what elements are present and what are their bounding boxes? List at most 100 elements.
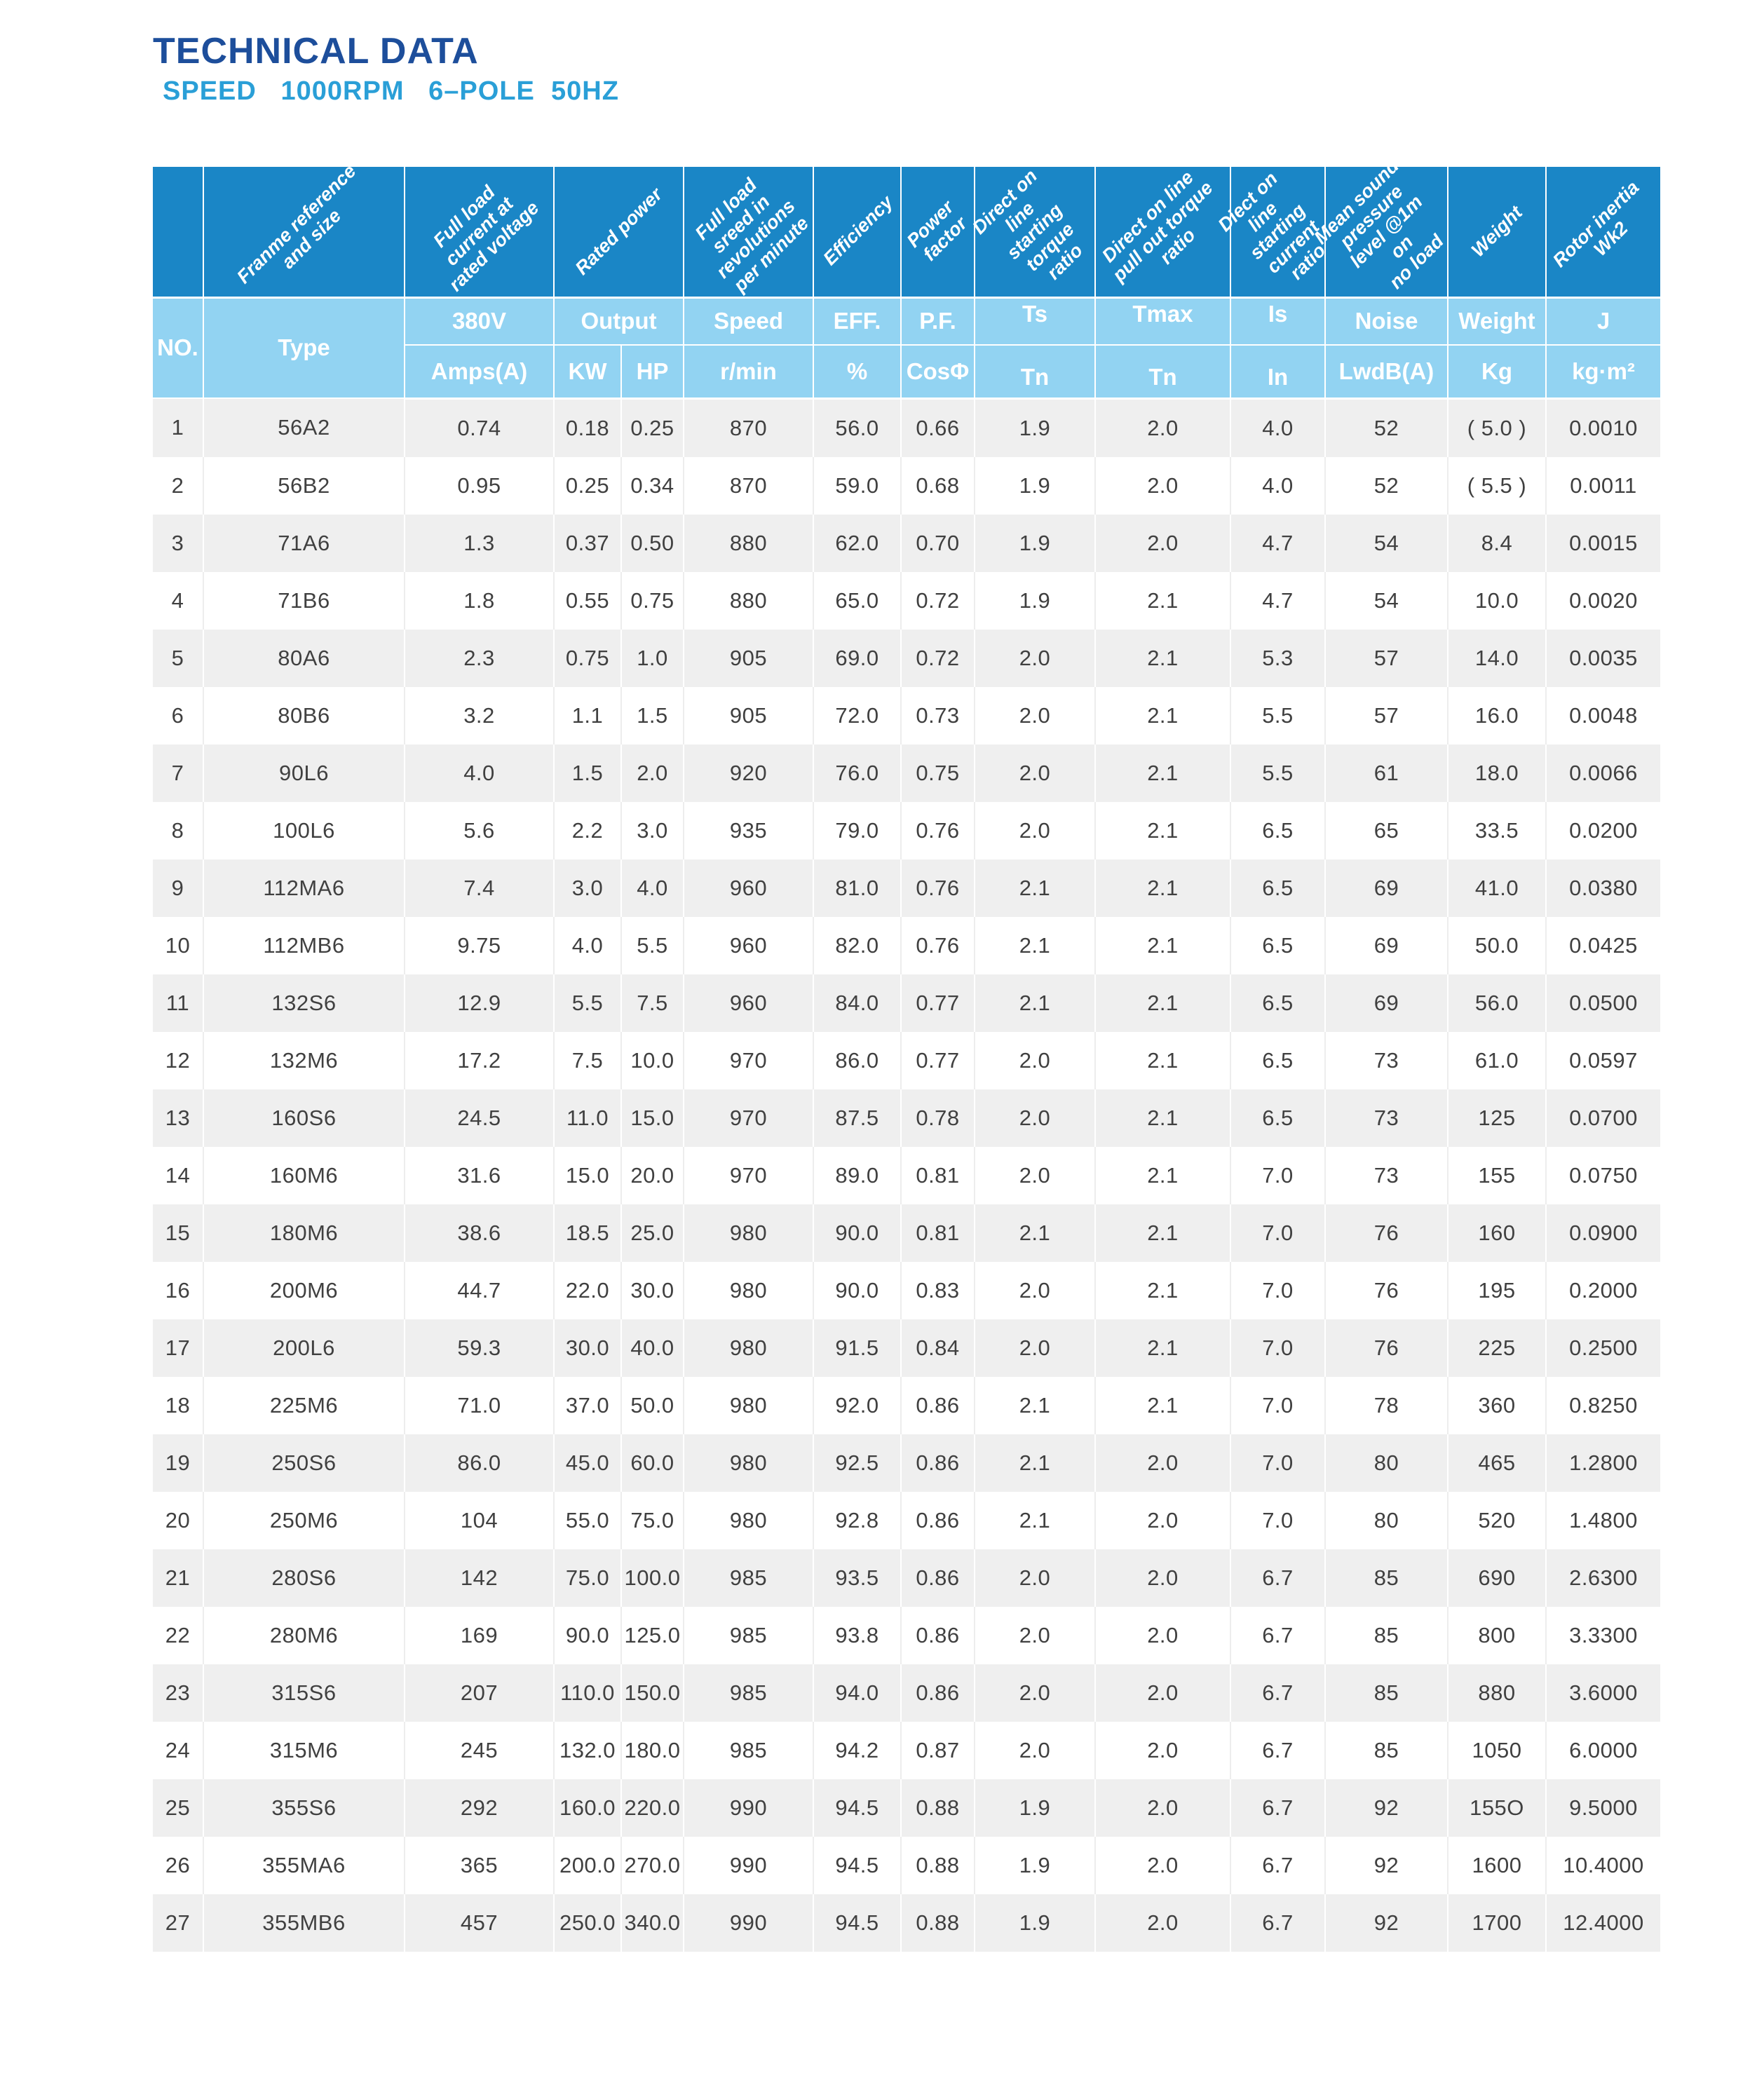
table-cell: 90.0: [813, 1261, 901, 1319]
rotated-column-header: Rotor inertia Wk2: [1545, 166, 1660, 299]
table-cell: 52: [1324, 398, 1448, 457]
table-cell: 20: [153, 1491, 203, 1549]
table-cell: 10: [153, 916, 203, 974]
table-cell: 17.2: [404, 1031, 554, 1089]
table-cell: 2.1: [974, 1434, 1095, 1492]
table-cell: 0.0200: [1545, 801, 1660, 859]
table-row: 7 90L6 4.0 1.5 2.0 920 76.0 0.75 2.0 2.1 5.5 61 18.0…: [153, 744, 1660, 802]
table-row: 1 56A2 0.74 0.18 0.25 870 56.0 0.66 1.9 2.0 4.0 52(…: [153, 398, 1660, 457]
table-cell: 61: [1324, 744, 1448, 802]
table-cell: 89.0: [813, 1146, 901, 1204]
table-row: 3 71A6 1.3 0.37 0.50 880 62.0 0.70 1.9 2.0 4.7 54 8.…: [153, 514, 1660, 572]
column-subheader: Tn: [1094, 344, 1230, 400]
table-cell: 7.5: [553, 1031, 621, 1089]
table-cell: 2.0: [974, 1031, 1095, 1089]
table-cell: 56.0: [813, 398, 901, 457]
table-cell: 6.5: [1230, 859, 1325, 917]
table-cell: 0.55: [553, 571, 621, 630]
table-cell: 56.0: [1447, 974, 1546, 1032]
table-cell: 1050: [1447, 1721, 1546, 1779]
table-cell: 62.0: [813, 514, 901, 572]
table-cell: 457: [404, 1894, 554, 1952]
table-cell: 0.2000: [1545, 1261, 1660, 1319]
table-cell: 2.1: [1094, 744, 1230, 802]
table-cell: 2.0: [974, 1319, 1095, 1377]
table-cell: 19: [153, 1434, 203, 1492]
table-cell: 315M6: [203, 1721, 405, 1779]
table-cell: 0.37: [553, 514, 621, 572]
table-cell: 85: [1324, 1606, 1448, 1664]
table-cell: 78: [1324, 1376, 1448, 1434]
table-cell: 13: [153, 1089, 203, 1147]
table-cell: 86.0: [404, 1434, 554, 1492]
table-cell: 0.88: [900, 1894, 975, 1952]
table-row: 4 71B6 1.8 0.55 0.75 880 65.0 0.72 1.9 2.1 4.7 54 10…: [153, 571, 1660, 630]
table-cell: 3.2: [404, 686, 554, 745]
table-cell: 44.7: [404, 1261, 554, 1319]
column-subheader: HP: [620, 344, 684, 400]
table-cell: 1.9: [974, 456, 1095, 515]
rotated-column-label: Direct on line starting torque ratio: [968, 165, 1087, 284]
table-cell: 9.5000: [1545, 1779, 1660, 1837]
table-cell: 6.5: [1230, 1089, 1325, 1147]
rotated-header-row: Franme reference and size Full load curre…: [153, 155, 1660, 299]
table-cell: 2.1: [1094, 1261, 1230, 1319]
table-cell: 16.0: [1447, 686, 1546, 745]
table-cell: 0.50: [620, 514, 684, 572]
table-cell: 0.86: [900, 1491, 975, 1549]
table-cell: 2.0: [974, 1549, 1095, 1607]
table-cell: 195: [1447, 1261, 1546, 1319]
table-cell: 54: [1324, 514, 1448, 572]
table-cell: 12.4000: [1545, 1894, 1660, 1952]
table-cell: 56B2: [203, 456, 405, 515]
table-cell: 92.5: [813, 1434, 901, 1492]
table-cell: 870: [683, 398, 813, 457]
table-cell: 2.0: [1094, 1491, 1230, 1549]
datasheet-page: TECHNICAL DATA SPEED 1000RPM 6–POLE 50HZ…: [153, 32, 1667, 1952]
table-cell: 87.5: [813, 1089, 901, 1147]
column-header: Tmax: [1094, 297, 1230, 346]
table-cell: 225: [1447, 1319, 1546, 1377]
table-cell: 12.9: [404, 974, 554, 1032]
table-row: 14 160M6 31.6 15.0 20.0 970 89.0 0.81 2.0 2.1 7.0 7…: [153, 1146, 1660, 1204]
table-row: 22 280M6 169 90.0 125.0 985 93.8 0.86 2.0 2.0 6.7 8…: [153, 1606, 1660, 1664]
table-cell: 6.7: [1230, 1606, 1325, 1664]
table-cell: 985: [683, 1549, 813, 1607]
table-cell: 8: [153, 801, 203, 859]
table-cell: 340.0: [620, 1894, 684, 1952]
table-cell: 7.0: [1230, 1319, 1325, 1377]
table-cell: 10.0: [620, 1031, 684, 1089]
table-cell: 100L6: [203, 801, 405, 859]
table-cell: 94.5: [813, 1836, 901, 1894]
table-cell: 92: [1324, 1836, 1448, 1894]
table-row: 6 80B6 3.2 1.1 1.5 905 72.0 0.73 2.0 2.1 5.5 57 16.0…: [153, 686, 1660, 745]
table-cell: 91.5: [813, 1319, 901, 1377]
table-row: 15 180M6 38.6 18.5 25.0 980 90.0 0.81 2.1 2.1 7.0 7…: [153, 1204, 1660, 1262]
table-cell: 160: [1447, 1204, 1546, 1262]
table-cell: 2.3: [404, 629, 554, 687]
column-header: Output: [553, 297, 684, 346]
table-cell: 0.0066: [1545, 744, 1660, 802]
table-cell: 0.8250: [1545, 1376, 1660, 1434]
table-cell: 125.0: [620, 1606, 684, 1664]
table-cell: 250M6: [203, 1491, 405, 1549]
column-subheader: KW: [553, 344, 621, 400]
table-cell: 200M6: [203, 1261, 405, 1319]
table-cell: 0.87: [900, 1721, 975, 1779]
rotated-column-header: Mean sound pressure level @1m on no load: [1310, 155, 1448, 299]
table-cell: 45.0: [553, 1434, 621, 1492]
table-cell: 3.3300: [1545, 1606, 1660, 1664]
table-cell: 71.0: [404, 1376, 554, 1434]
table-cell: 2.1: [1094, 629, 1230, 687]
table-cell: 60.0: [620, 1434, 684, 1492]
rotated-column-label: Full load sreed in revolutions per minut…: [691, 174, 813, 296]
table-cell: 980: [683, 1491, 813, 1549]
table-cell: 15.0: [553, 1146, 621, 1204]
table-cell: 2.1: [974, 974, 1095, 1032]
table-cell: 0.25: [553, 456, 621, 515]
table-cell: 0.75: [900, 744, 975, 802]
table-cell: 465: [1447, 1434, 1546, 1492]
table-cell: 31.6: [404, 1146, 554, 1204]
table-cell: 69: [1324, 974, 1448, 1032]
table-cell: 0.76: [900, 801, 975, 859]
